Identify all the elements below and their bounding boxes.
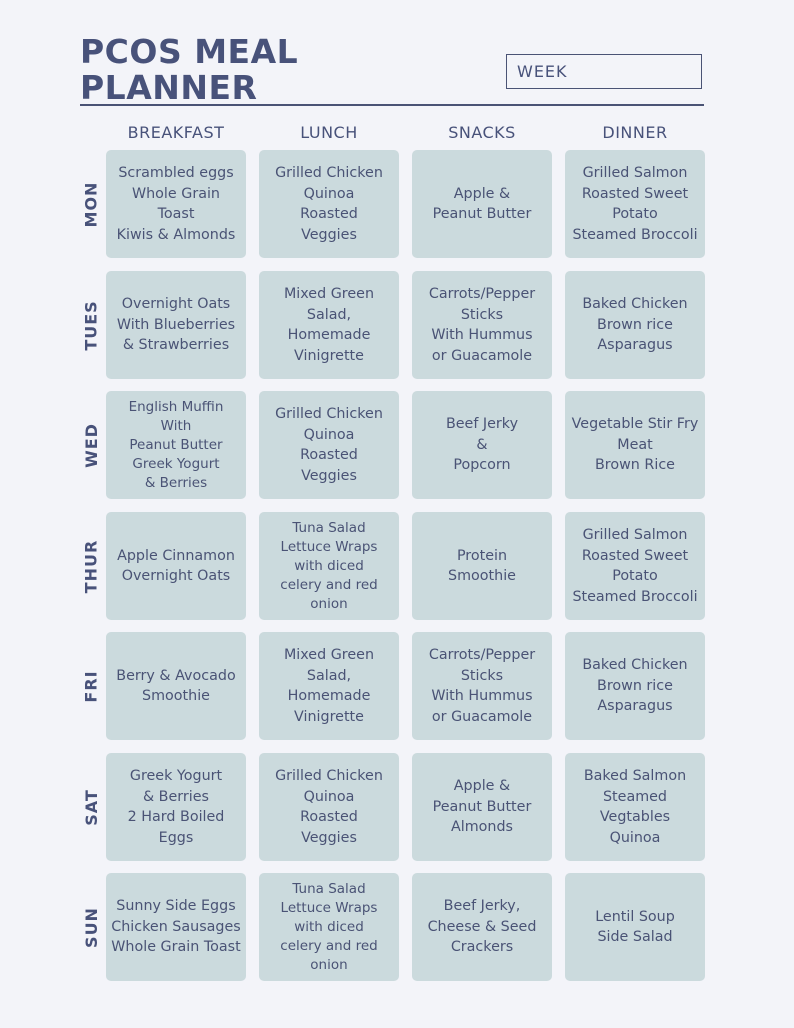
- day-label-text: MON: [81, 181, 101, 227]
- page-title: PCOS MEAL PLANNER: [80, 34, 298, 106]
- meal-cell-wed-lunch[interactable]: Grilled Chicken Quinoa Roasted Veggies: [259, 391, 399, 499]
- meal-cell-fri-lunch[interactable]: Mixed Green Salad, Homemade Vinigrette: [259, 632, 399, 740]
- meal-text: Protein Smoothie: [448, 547, 516, 585]
- day-label-mon: MON: [73, 150, 109, 258]
- day-label-thur: THUR: [73, 512, 109, 620]
- meal-cell-tues-dinner[interactable]: Baked Chicken Brown rice Asparagus: [565, 271, 705, 379]
- week-field[interactable]: WEEK: [506, 54, 702, 89]
- meal-cell-wed-dinner[interactable]: Vegetable Stir Fry Meat Brown Rice: [565, 391, 705, 499]
- meal-text: Baked Chicken Brown rice Asparagus: [582, 657, 688, 715]
- meal-cell-sun-snacks[interactable]: Beef Jerky, Cheese & Seed Crackers: [412, 873, 552, 981]
- meal-text: Berry & Avocado Smoothie: [116, 667, 236, 705]
- title-line-2: PLANNER: [80, 68, 258, 107]
- day-label-fri: FRI: [73, 632, 109, 740]
- meal-text: Carrots/Pepper Sticks With Hummus or Gua…: [428, 286, 536, 364]
- meal-text: Beef Jerky & Popcorn: [445, 416, 519, 474]
- meal-text: Grilled Salmon Roasted Sweet Potato Stea…: [572, 527, 698, 605]
- day-label-text: TUES: [81, 299, 101, 351]
- meal-cell-tues-snacks[interactable]: Carrots/Pepper Sticks With Hummus or Gua…: [412, 271, 552, 379]
- meal-cell-sat-dinner[interactable]: Baked Salmon Steamed Vegtables Quinoa: [565, 753, 705, 861]
- header-divider: [80, 104, 704, 106]
- meal-text: Scrambled eggs Whole Grain Toast Kiwis &…: [116, 165, 236, 243]
- meal-text: Sunny Side Eggs Chicken Sausages Whole G…: [111, 898, 241, 956]
- column-header-lunch: LUNCH: [300, 123, 358, 142]
- day-label-sat: SAT: [73, 753, 109, 861]
- meal-text: Mixed Green Salad, Homemade Vinigrette: [283, 286, 375, 364]
- day-label-wed: WED: [73, 391, 109, 499]
- meal-text: Lentil Soup Side Salad: [595, 908, 675, 946]
- day-label-sun: SUN: [73, 873, 109, 981]
- meal-cell-wed-snacks[interactable]: Beef Jerky & Popcorn: [412, 391, 552, 499]
- meal-cell-sat-lunch[interactable]: Grilled Chicken Quinoa Roasted Veggies: [259, 753, 399, 861]
- meal-cell-mon-snacks[interactable]: Apple & Peanut Butter: [412, 150, 552, 258]
- meal-cell-sat-snacks[interactable]: Apple & Peanut Butter Almonds: [412, 753, 552, 861]
- meal-text: Greek Yogurt & Berries 2 Hard Boiled Egg…: [127, 768, 225, 846]
- meal-text: Apple & Peanut Butter: [432, 185, 532, 223]
- meal-cell-thur-lunch[interactable]: Tuna Salad Lettuce Wraps with diced cele…: [259, 512, 399, 620]
- day-label-tues: TUES: [73, 271, 109, 379]
- meal-text: English Muffin With Peanut Butter Greek …: [128, 398, 224, 491]
- day-label-text: FRI: [81, 669, 101, 703]
- column-header-snacks: SNACKS: [448, 123, 516, 142]
- meal-text: Grilled Chicken Quinoa Roasted Veggies: [275, 165, 383, 243]
- meal-cell-thur-breakfast[interactable]: Apple Cinnamon Overnight Oats: [106, 512, 246, 620]
- meal-text: Apple & Peanut Butter Almonds: [432, 778, 532, 836]
- column-header-dinner: DINNER: [602, 123, 668, 142]
- meal-cell-sat-breakfast[interactable]: Greek Yogurt & Berries 2 Hard Boiled Egg…: [106, 753, 246, 861]
- meal-cell-fri-snacks[interactable]: Carrots/Pepper Sticks With Hummus or Gua…: [412, 632, 552, 740]
- meal-text: Vegetable Stir Fry Meat Brown Rice: [571, 416, 699, 474]
- day-label-text: THUR: [81, 539, 101, 593]
- meal-cell-sun-breakfast[interactable]: Sunny Side Eggs Chicken Sausages Whole G…: [106, 873, 246, 981]
- meal-cell-fri-breakfast[interactable]: Berry & Avocado Smoothie: [106, 632, 246, 740]
- meal-text: Tuna Salad Lettuce Wraps with diced cele…: [280, 880, 378, 973]
- meal-text: Baked Salmon Steamed Vegtables Quinoa: [583, 768, 687, 846]
- meal-cell-thur-dinner[interactable]: Grilled Salmon Roasted Sweet Potato Stea…: [565, 512, 705, 620]
- meal-cell-mon-lunch[interactable]: Grilled Chicken Quinoa Roasted Veggies: [259, 150, 399, 258]
- meal-cell-mon-breakfast[interactable]: Scrambled eggs Whole Grain Toast Kiwis &…: [106, 150, 246, 258]
- day-label-text: SAT: [81, 788, 101, 826]
- day-label-text: WED: [81, 422, 101, 468]
- meal-cell-thur-snacks[interactable]: Protein Smoothie: [412, 512, 552, 620]
- title-line-1: PCOS MEAL: [80, 32, 299, 71]
- meal-cell-tues-breakfast[interactable]: Overnight Oats With Blueberries & Strawb…: [106, 271, 246, 379]
- meal-text: Tuna Salad Lettuce Wraps with diced cele…: [280, 519, 378, 612]
- meal-text: Carrots/Pepper Sticks With Hummus or Gua…: [428, 647, 536, 725]
- meal-text: Overnight Oats With Blueberries & Strawb…: [116, 296, 236, 354]
- meal-text: Beef Jerky, Cheese & Seed Crackers: [427, 898, 537, 956]
- meal-text: Apple Cinnamon Overnight Oats: [117, 547, 235, 585]
- meal-text: Grilled Chicken Quinoa Roasted Veggies: [275, 406, 383, 484]
- meal-cell-wed-breakfast[interactable]: English Muffin With Peanut Butter Greek …: [106, 391, 246, 499]
- meal-text: Grilled Salmon Roasted Sweet Potato Stea…: [572, 165, 698, 243]
- meal-cell-sun-lunch[interactable]: Tuna Salad Lettuce Wraps with diced cele…: [259, 873, 399, 981]
- meal-cell-mon-dinner[interactable]: Grilled Salmon Roasted Sweet Potato Stea…: [565, 150, 705, 258]
- meal-text: Grilled Chicken Quinoa Roasted Veggies: [275, 768, 383, 846]
- meal-cell-fri-dinner[interactable]: Baked Chicken Brown rice Asparagus: [565, 632, 705, 740]
- day-label-text: SUN: [81, 906, 101, 948]
- meal-cell-sun-dinner[interactable]: Lentil Soup Side Salad: [565, 873, 705, 981]
- meal-text: Mixed Green Salad, Homemade Vinigrette: [283, 647, 375, 725]
- meal-text: Baked Chicken Brown rice Asparagus: [582, 296, 688, 354]
- column-header-breakfast: BREAKFAST: [127, 123, 225, 142]
- meal-cell-tues-lunch[interactable]: Mixed Green Salad, Homemade Vinigrette: [259, 271, 399, 379]
